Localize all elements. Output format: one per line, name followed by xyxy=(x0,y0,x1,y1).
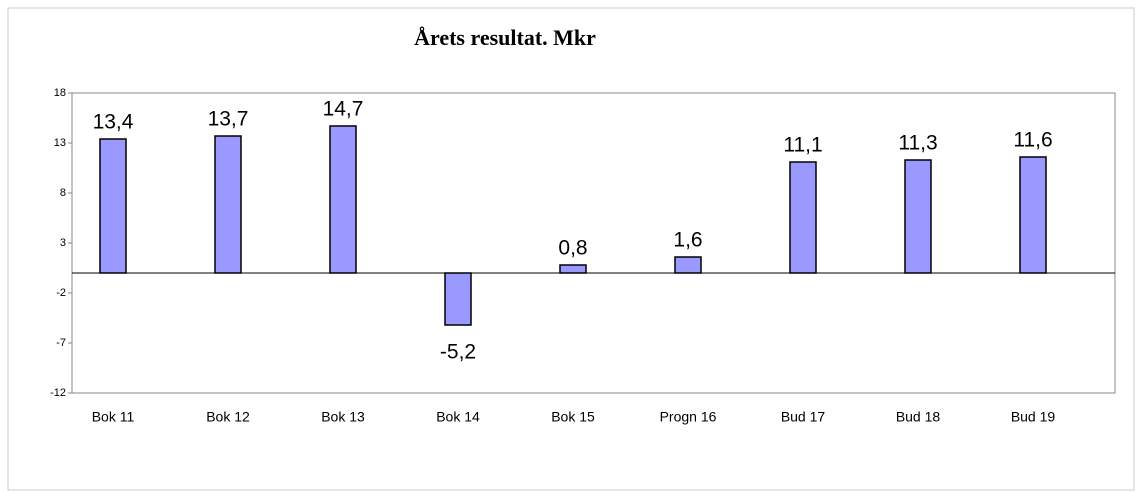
frame xyxy=(7,7,1135,491)
x-tick-label: Bok 14 xyxy=(436,409,480,425)
value-label: 11,1 xyxy=(783,134,822,157)
x-tick-label: Progn 16 xyxy=(660,409,717,425)
x-tick-label: Bok 11 xyxy=(92,409,135,425)
y-tick-label: 18 xyxy=(54,87,66,99)
bar xyxy=(214,135,242,274)
y-tick-label: 13 xyxy=(54,137,66,149)
bar xyxy=(674,256,702,274)
x-tick-label: Bok 12 xyxy=(206,409,250,425)
y-tick-label: 8 xyxy=(60,187,66,199)
chart-title: Årets resultat. Mkr xyxy=(414,25,596,50)
bar xyxy=(904,159,932,274)
value-label: 11,6 xyxy=(1013,129,1052,152)
value-label: 1,6 xyxy=(673,229,702,252)
bar xyxy=(329,125,357,274)
y-tick-label: -7 xyxy=(56,337,66,349)
x-tick-label: Bud 19 xyxy=(1011,409,1056,425)
y-tick-label: -12 xyxy=(50,387,66,399)
value-label: 13,7 xyxy=(208,108,249,131)
x-tick-label: Bud 18 xyxy=(896,409,941,425)
bar xyxy=(444,272,472,326)
y-tick-label: -2 xyxy=(56,287,66,299)
value-label: 14,7 xyxy=(323,98,364,121)
y-tick-label: 3 xyxy=(60,237,66,249)
bar xyxy=(99,138,127,274)
value-label: 11,3 xyxy=(898,132,937,155)
value-label: 13,4 xyxy=(93,111,134,134)
x-tick-label: Bok 13 xyxy=(321,409,365,425)
bar xyxy=(789,161,817,274)
bar xyxy=(559,264,587,274)
bar xyxy=(1019,156,1047,274)
value-label: -5,2 xyxy=(440,341,476,364)
x-tick-label: Bok 15 xyxy=(551,409,595,425)
x-tick-label: Bud 17 xyxy=(781,409,826,425)
value-label: 0,8 xyxy=(558,237,587,260)
